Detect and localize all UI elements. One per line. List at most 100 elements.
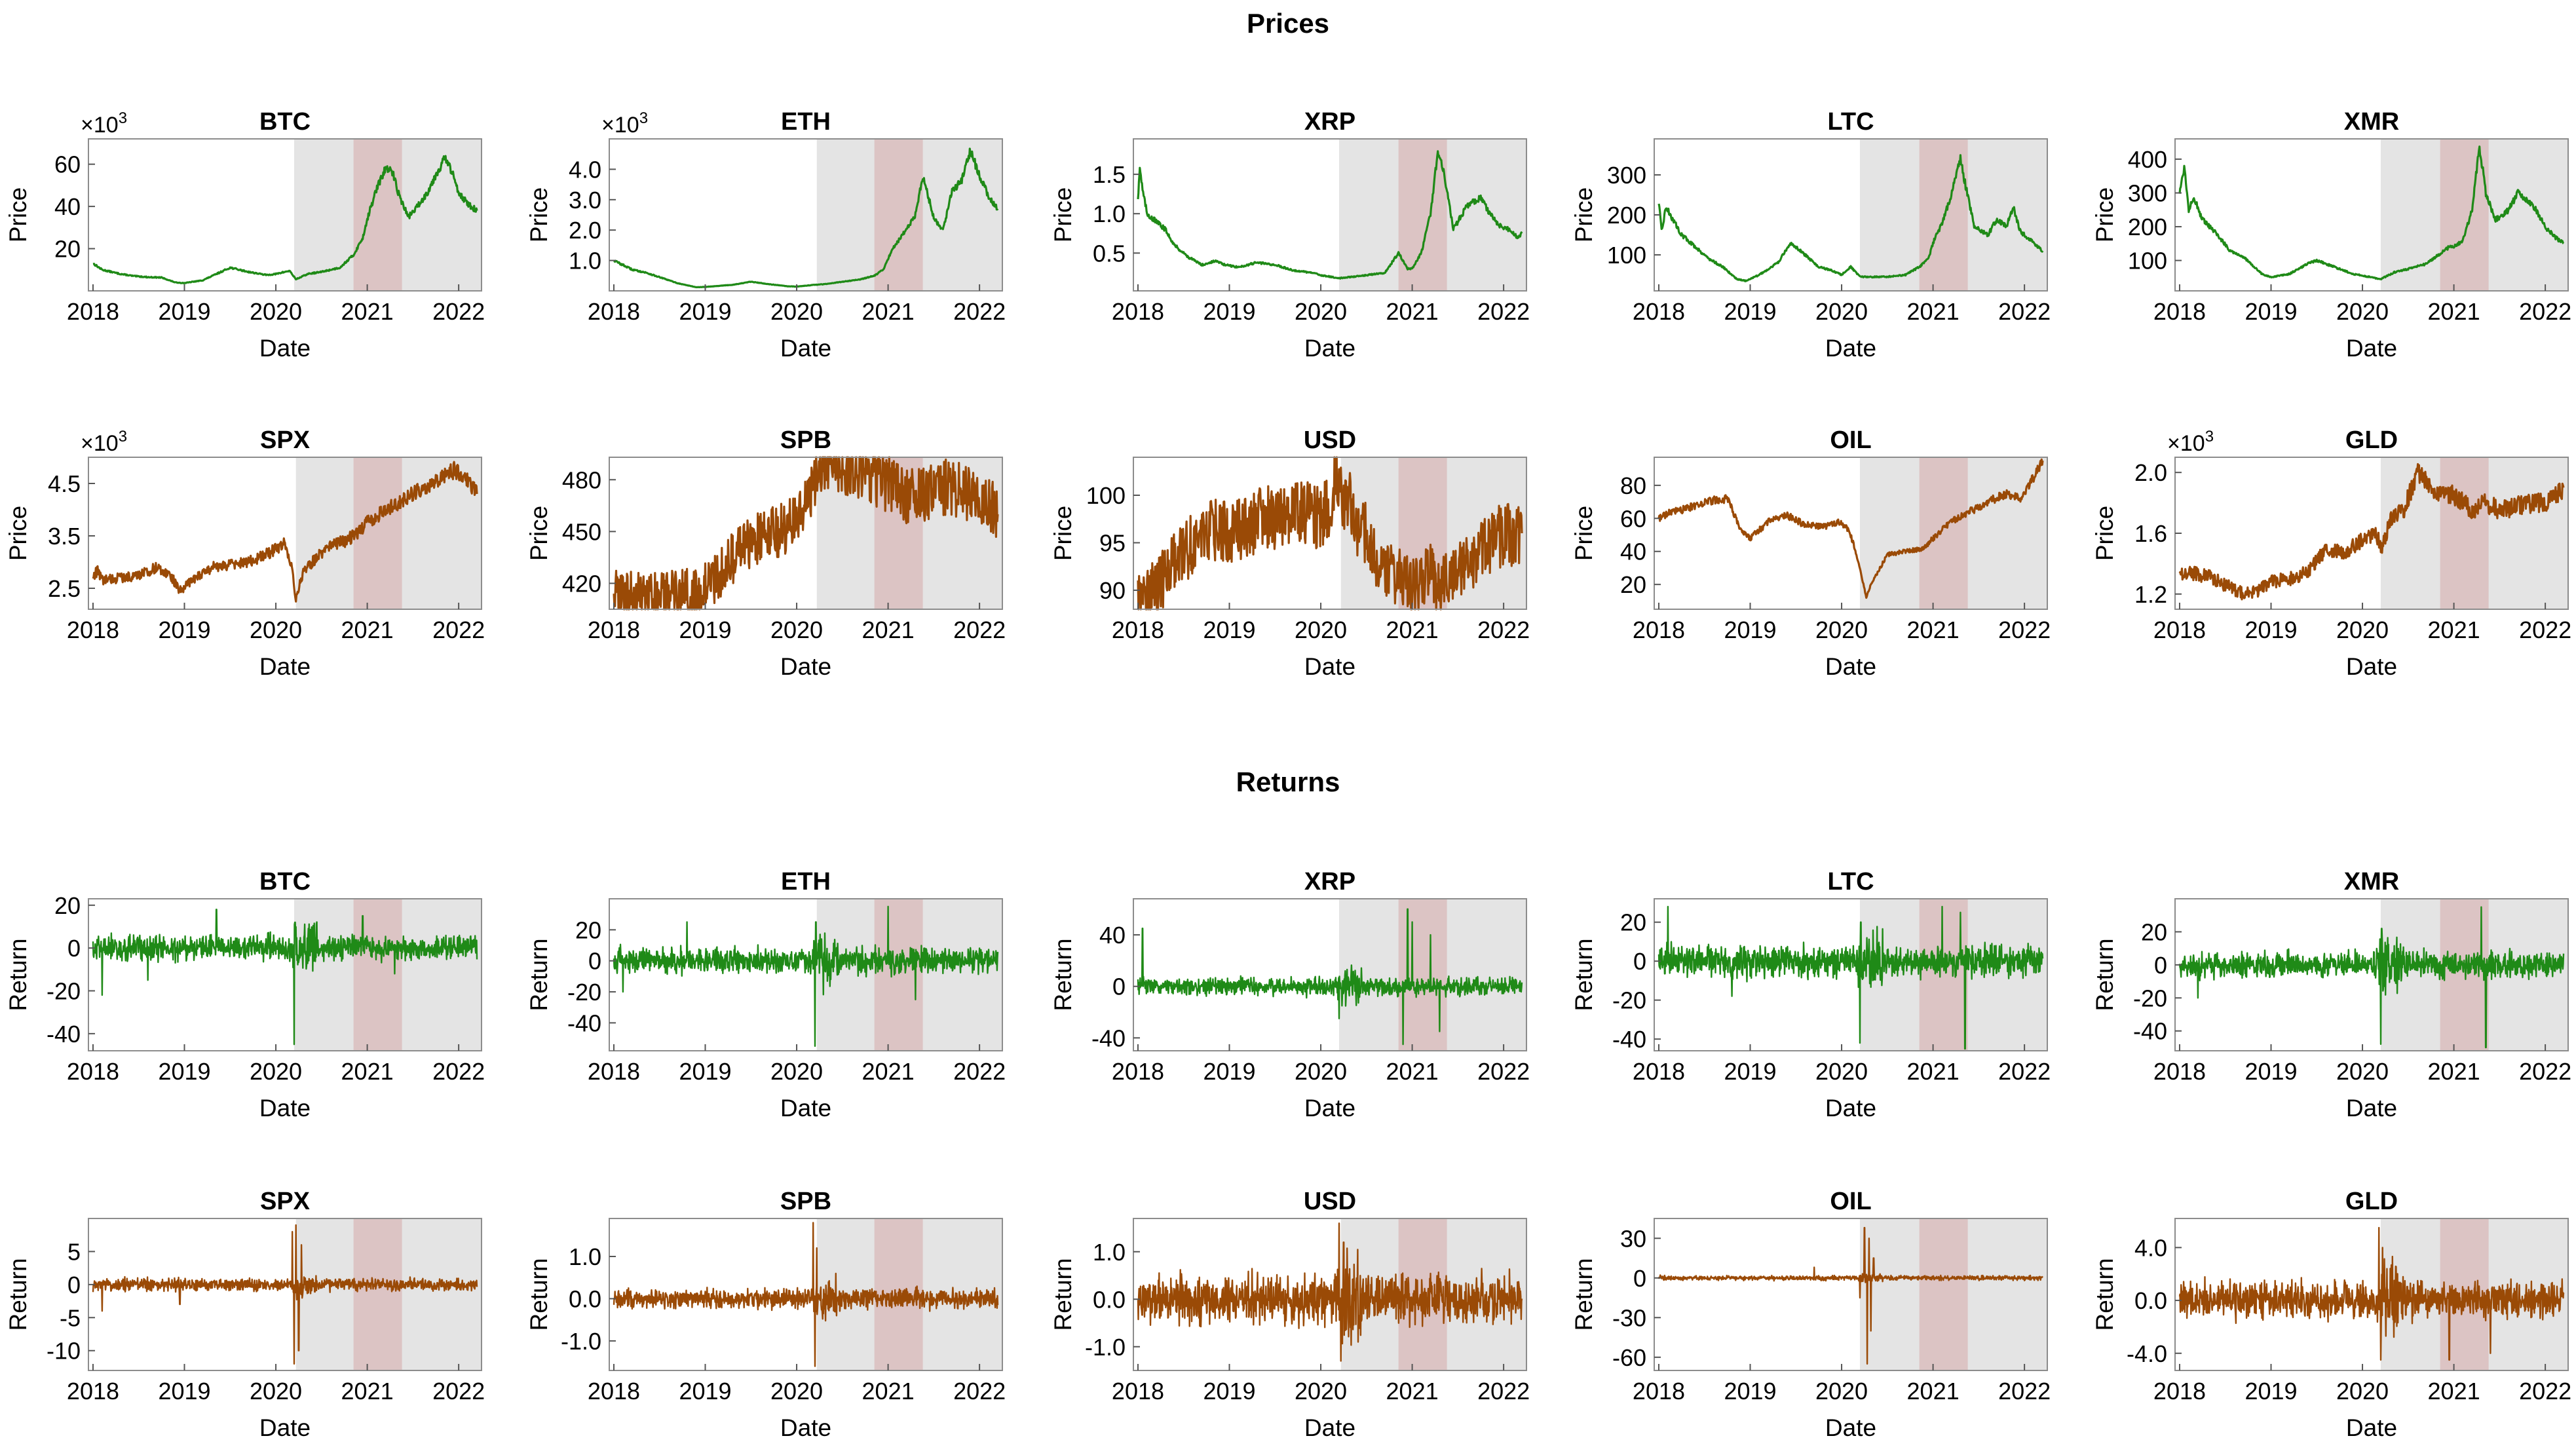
panel-prices-eth: 2018 2019 2020 2021 2022 1.0 2.0 3.0 4.0 ETH Date P… (525, 108, 1006, 362)
x-tick-label: 2021 (341, 1378, 394, 1405)
x-tick-label: 2022 (1477, 298, 1530, 325)
x-tick-label: 2018 (588, 1058, 640, 1085)
y-tick-label: 1.6 (2134, 520, 2167, 547)
y-tick-label: 100 (1607, 242, 1646, 269)
panel-returns-spx: 2018 2019 2020 2021 2022 5 0 -5 -10 SPX Date Return (5, 1188, 485, 1441)
y-tick-label: 400 (2128, 146, 2167, 173)
y-tick-label: -20 (2133, 985, 2167, 1011)
y-tick-label: 2.5 (48, 575, 81, 602)
plot-frame (609, 138, 1003, 292)
series-line-prices-btc (92, 155, 478, 284)
series-line-returns-eth (613, 905, 999, 1047)
x-tick-label: 2021 (1907, 616, 1960, 643)
y-tick-label: 0 (1633, 948, 1646, 975)
x-tick-label: 2021 (862, 298, 915, 325)
x-tick-label: 2020 (1295, 1058, 1347, 1085)
x-tick-label: 2018 (67, 1378, 119, 1405)
x-tick-label: 2018 (67, 616, 119, 643)
x-tick-label: 2020 (2336, 298, 2389, 325)
x-tick-label: 2018 (2153, 1058, 2206, 1085)
plot-frame (1133, 1218, 1527, 1371)
x-tick-label: 2022 (2519, 616, 2571, 643)
chart-title-returns-eth: ETH (781, 868, 831, 896)
x-tick-label: 2019 (679, 1058, 731, 1085)
y-tick-label: 0.0 (569, 1285, 601, 1312)
series-line-returns-ltc (1657, 905, 2044, 1050)
y-tick-label: 0.0 (1093, 1286, 1126, 1313)
x-tick-label: 2020 (250, 298, 302, 325)
x-tick-label: 2021 (1386, 298, 1439, 325)
y-tick-label: 480 (562, 466, 601, 493)
panel-prices-oil: 2018 2019 2020 2021 2022 20 40 60 80 OIL Date Price (1570, 426, 2051, 680)
y-tick-label: 4.0 (2134, 1234, 2167, 1261)
y-tick-label: 20 (1620, 909, 1646, 936)
x-tick-label: 2020 (2336, 1058, 2389, 1085)
section-title-returns: Returns (1236, 766, 1340, 797)
y-tick-label: 200 (1607, 202, 1646, 229)
x-tick-label: 2021 (341, 298, 394, 325)
y-axis-label: Price (1570, 506, 1597, 561)
y-axis-label: Return (525, 938, 552, 1011)
y-tick-label: 3.5 (48, 523, 81, 550)
y-tick-label: 3.0 (569, 187, 601, 214)
y-tick-label: 0.0 (2134, 1287, 2167, 1314)
shade-highlight-region (353, 139, 402, 291)
axis-multiplier: ×103 (81, 428, 127, 456)
x-tick-label: 2018 (67, 298, 119, 325)
y-axis-label: Price (2091, 187, 2118, 242)
x-tick-label: 2019 (1724, 298, 1776, 325)
axis-multiplier-exponent: 3 (119, 109, 127, 127)
x-tick-label: 2019 (2245, 616, 2297, 643)
y-tick-label: 60 (1620, 505, 1646, 532)
y-tick-label: 30 (1620, 1225, 1646, 1252)
x-tick-label: 2022 (432, 1058, 485, 1085)
series-line-returns-btc (92, 909, 478, 1046)
y-axis-label: Price (525, 187, 552, 242)
plot-frame (1654, 898, 2048, 1051)
x-tick-label: 2018 (588, 298, 640, 325)
x-tick-label: 2019 (1203, 298, 1255, 325)
x-tick-label: 2022 (953, 1378, 1006, 1405)
y-tick-label: 0 (1112, 973, 1126, 1000)
x-axis-label: Date (2346, 1095, 2397, 1122)
x-axis-label: Date (259, 335, 311, 362)
x-axis-label: Date (1304, 335, 1355, 362)
chart-title-returns-gld: GLD (2345, 1188, 2398, 1215)
section-title-prices: Prices (1246, 8, 1330, 39)
y-axis-label: Return (525, 1258, 552, 1330)
y-tick-label: -40 (1612, 1026, 1646, 1053)
y-tick-label: -5 (60, 1304, 81, 1331)
y-axis-label: Return (1570, 938, 1597, 1011)
x-tick-label: 2022 (953, 616, 1006, 643)
series-line-prices-eth (613, 147, 999, 289)
x-tick-label: 2019 (1203, 616, 1255, 643)
x-tick-label: 2020 (1815, 298, 1868, 325)
x-tick-label: 2021 (341, 1058, 394, 1085)
shade-highlight-region (2440, 457, 2489, 609)
y-tick-label: 0 (1633, 1265, 1646, 1292)
x-tick-label: 2022 (2519, 1378, 2571, 1405)
x-tick-label: 2021 (862, 1378, 915, 1405)
y-tick-label: -60 (1612, 1344, 1646, 1371)
y-tick-label: 4.0 (569, 156, 601, 183)
x-tick-label: 2021 (1907, 1378, 1960, 1405)
y-tick-label: -40 (567, 1010, 601, 1036)
x-tick-label: 2019 (679, 616, 731, 643)
panel-prices-xmr: 2018 2019 2020 2021 2022 100 200 300 400 XMR Date P… (2091, 108, 2571, 362)
series-line-returns-usd (1137, 1222, 1523, 1362)
panel-returns-eth: 2018 2019 2020 2021 2022 20 0 -20 -40 ETH Date Retu… (525, 868, 1006, 1122)
x-axis-label: Date (1825, 1414, 1876, 1441)
y-tick-label: -20 (47, 978, 81, 1005)
x-tick-label: 2021 (862, 1058, 915, 1085)
chart-title-returns-xmr: XMR (2344, 868, 2399, 896)
chart-title-returns-xrp: XRP (1304, 868, 1355, 896)
x-axis-label: Date (1825, 1095, 1876, 1122)
x-tick-label: 2020 (770, 1058, 823, 1085)
y-tick-label: -40 (1091, 1025, 1126, 1051)
chart-title-returns-spx: SPX (260, 1188, 311, 1215)
y-tick-label: 20 (2141, 918, 2167, 945)
shade-highlight-region (353, 1218, 402, 1370)
panel-prices-btc: 2018 2019 2020 2021 2022 20 40 60 BTC Date Price ×1… (5, 108, 485, 362)
y-tick-label: -10 (47, 1338, 81, 1365)
series-line-returns-oil (1657, 1226, 2043, 1365)
